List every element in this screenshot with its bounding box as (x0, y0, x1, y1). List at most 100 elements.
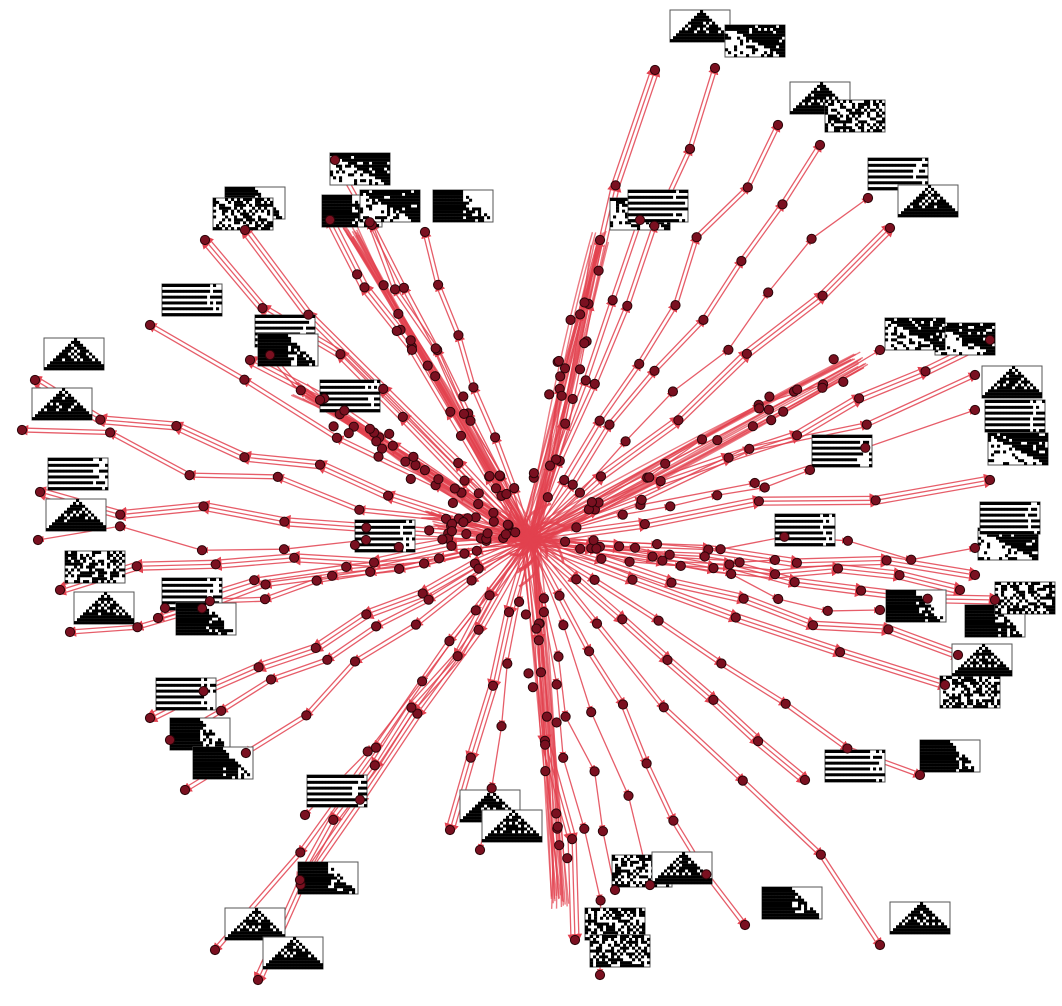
thumbnail-cell (291, 320, 295, 324)
graph-edge (475, 539, 531, 611)
thumbnail-cell (168, 284, 172, 288)
thumbnail-cell (249, 209, 253, 213)
thumbnail-cell (131, 621, 135, 625)
thumbnail-cell (499, 807, 503, 811)
thumbnail-cell (249, 227, 253, 231)
thumbnail-cell (331, 792, 335, 796)
thumbnail-cell (79, 519, 83, 523)
graph-edge (600, 364, 642, 423)
thumbnail-cell (928, 190, 932, 194)
thumbnail-cell (414, 201, 418, 205)
thumbnail-cell (86, 358, 90, 362)
thumbnail-cell (922, 169, 926, 173)
thumbnail-cell (56, 358, 60, 362)
thumbnail-cell (396, 201, 400, 205)
thumbnail-cell (314, 960, 318, 964)
thumbnail-cell (240, 937, 244, 941)
thumbnail-cell (68, 346, 72, 350)
thumbnail-cell (101, 609, 105, 613)
thumbnail-cell (411, 207, 415, 211)
thumbnail-cell (215, 614, 219, 618)
thumbnail-cell (873, 102, 877, 106)
thumbnail-cell (255, 189, 259, 193)
thumbnail-cell (278, 963, 282, 967)
thumbnail-cell (417, 201, 421, 205)
thumbnail-cell (267, 203, 271, 207)
graph-edge (596, 306, 630, 385)
thumbnail-cell (201, 578, 205, 582)
thumbnail-cell (173, 729, 177, 733)
thumbnail-cell (313, 876, 317, 880)
thumbnail-cell (339, 164, 343, 168)
thumbnail-cell (740, 30, 744, 34)
thumbnail-cell (186, 307, 190, 311)
thumbnail-cell (76, 522, 80, 526)
thumbnail-cell (369, 204, 373, 208)
graph-edge (667, 659, 714, 701)
thumbnail-cell (272, 957, 276, 961)
thumbnail-cell (697, 33, 701, 37)
thumbnail-cell (304, 879, 308, 883)
thumbnail-cell (180, 695, 184, 699)
thumbnail-cell (258, 224, 262, 228)
thumbnail-cell (44, 411, 48, 415)
thumbnail-cell (334, 882, 338, 886)
thumbnail-cell (325, 888, 329, 892)
thumbnail-cell (168, 313, 172, 317)
thumbnail-cell (879, 108, 883, 112)
thumbnail-cell (694, 24, 698, 28)
thumbnail-cell (186, 689, 190, 693)
thumbnail-cell (113, 562, 117, 566)
thumbnail-cell (634, 207, 638, 211)
thumbnail-cell (454, 192, 458, 196)
thumbnail-cell (852, 105, 856, 109)
thumbnail-cell (298, 864, 302, 868)
thumbnail-cell (761, 27, 765, 31)
thumbnail-cell (243, 195, 247, 199)
thumbnail-cell (275, 966, 279, 970)
thumbnail-cell (940, 205, 944, 209)
thumbnail-cell (214, 767, 218, 771)
thumbnail-cell (339, 176, 343, 180)
thumbnail-cell (91, 513, 95, 517)
thumbnail-cell (194, 603, 198, 607)
thumbnail-cell (360, 207, 364, 211)
graph-edge (811, 628, 889, 637)
thumbnail-cell (170, 744, 174, 748)
graph-edge (366, 222, 394, 291)
thumbnail-cell (746, 54, 750, 58)
thumbnail-cell (396, 195, 400, 199)
thumbnail-cell (77, 352, 81, 356)
thumbnail-cell (213, 578, 217, 582)
thumbnail-cell (62, 408, 66, 412)
thumbnail-cell (255, 937, 259, 941)
thumbnail-cell (922, 208, 926, 212)
thumbnail-cell (188, 732, 192, 736)
thumbnail-cell (171, 601, 175, 605)
graph-edge (675, 350, 745, 418)
thumbnail-cell (752, 45, 756, 49)
thumbnail-cell (204, 589, 208, 593)
thumbnail-cell (369, 207, 373, 211)
thumbnail-cell (685, 30, 689, 34)
thumbnail-cell (445, 210, 449, 214)
thumbnail-cell (288, 320, 292, 324)
thumbnail-cell (182, 605, 186, 609)
thumbnail-cell (185, 623, 189, 627)
thumbnail-cell (204, 583, 208, 587)
thumbnail-cell (770, 36, 774, 40)
graph-edge (573, 581, 621, 623)
thumbnail-cell (709, 24, 713, 28)
thumbnail-cell (301, 888, 305, 892)
thumbnail-cell (185, 614, 189, 618)
thumbnail-cell (388, 537, 392, 541)
thumbnail-cell (207, 289, 211, 293)
thumbnail-cell (317, 960, 321, 964)
graph-edge (215, 561, 295, 572)
thumbnail-cell (320, 380, 324, 384)
thumbnail-cell (293, 957, 297, 961)
thumbnail-cell (381, 210, 385, 214)
thumbnail-cell (303, 320, 307, 324)
thumbnail-cell (873, 123, 877, 127)
thumbnail-cell (99, 458, 103, 462)
